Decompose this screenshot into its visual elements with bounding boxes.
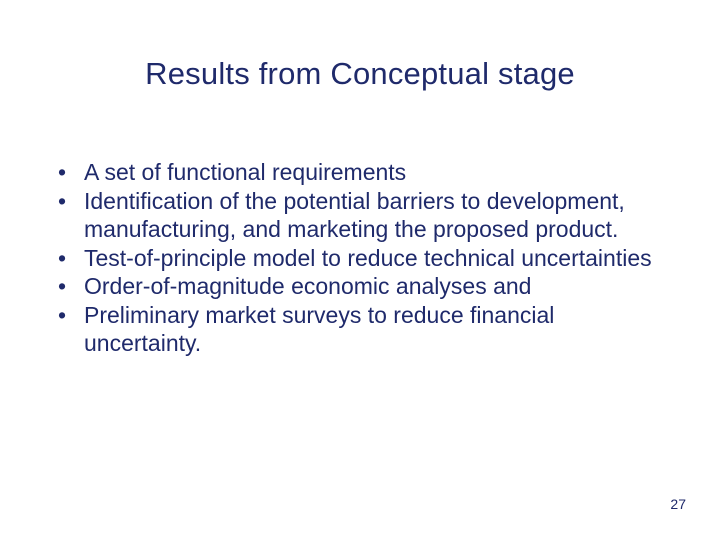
slide-title: Results from Conceptual stage [0,56,720,92]
bullet-list: A set of functional requirements Identif… [54,158,666,358]
bullet-item: A set of functional requirements [54,158,666,187]
slide: Results from Conceptual stage A set of f… [0,0,720,540]
page-number: 27 [670,496,686,512]
bullet-item: Preliminary market surveys to reduce fin… [54,301,666,358]
bullet-item: Identification of the potential barriers… [54,187,666,244]
bullet-item: Order-of-magnitude economic analyses and [54,272,666,301]
slide-body: A set of functional requirements Identif… [54,158,666,358]
bullet-item: Test-of-principle model to reduce techni… [54,244,666,273]
